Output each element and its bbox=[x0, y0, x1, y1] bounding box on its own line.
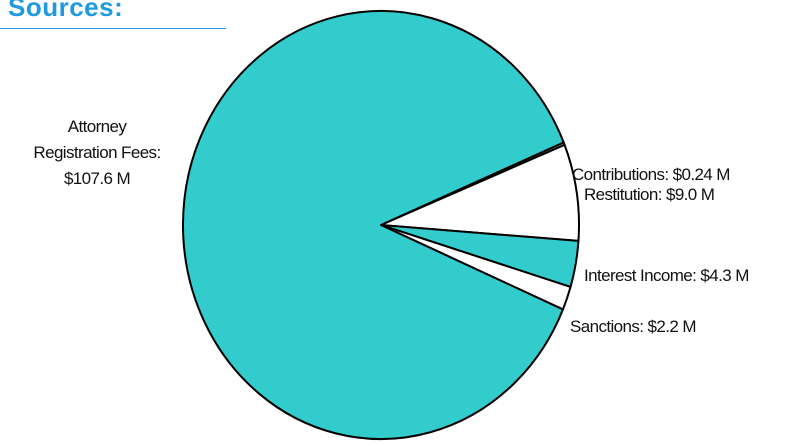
slice-label-sanctions: Sanctions: $2.2 M bbox=[570, 317, 696, 336]
sources-heading: Sources: bbox=[0, 0, 226, 29]
slice-label-line: Attorney bbox=[68, 117, 128, 136]
slice-label-restitution: Restitution: $9.0 M bbox=[584, 185, 714, 204]
slice-label-line: Registration Fees: bbox=[33, 143, 160, 162]
slice-label-contributions: Contributions: $0.24 M bbox=[572, 165, 730, 184]
pie-slice-attorney-registration-fees bbox=[182, 10, 565, 440]
slice-label-interest-income: Interest Income: $4.3 M bbox=[584, 266, 749, 285]
slice-label-attorney-registration-fees: Attorney Registration Fees: $107.6 M bbox=[33, 117, 160, 188]
pie-slice-restitution bbox=[380, 143, 580, 242]
slice-label-line: $107.6 M bbox=[64, 169, 130, 188]
pie-slices bbox=[182, 10, 580, 440]
sources-heading-text: Sources: bbox=[8, 0, 124, 22]
